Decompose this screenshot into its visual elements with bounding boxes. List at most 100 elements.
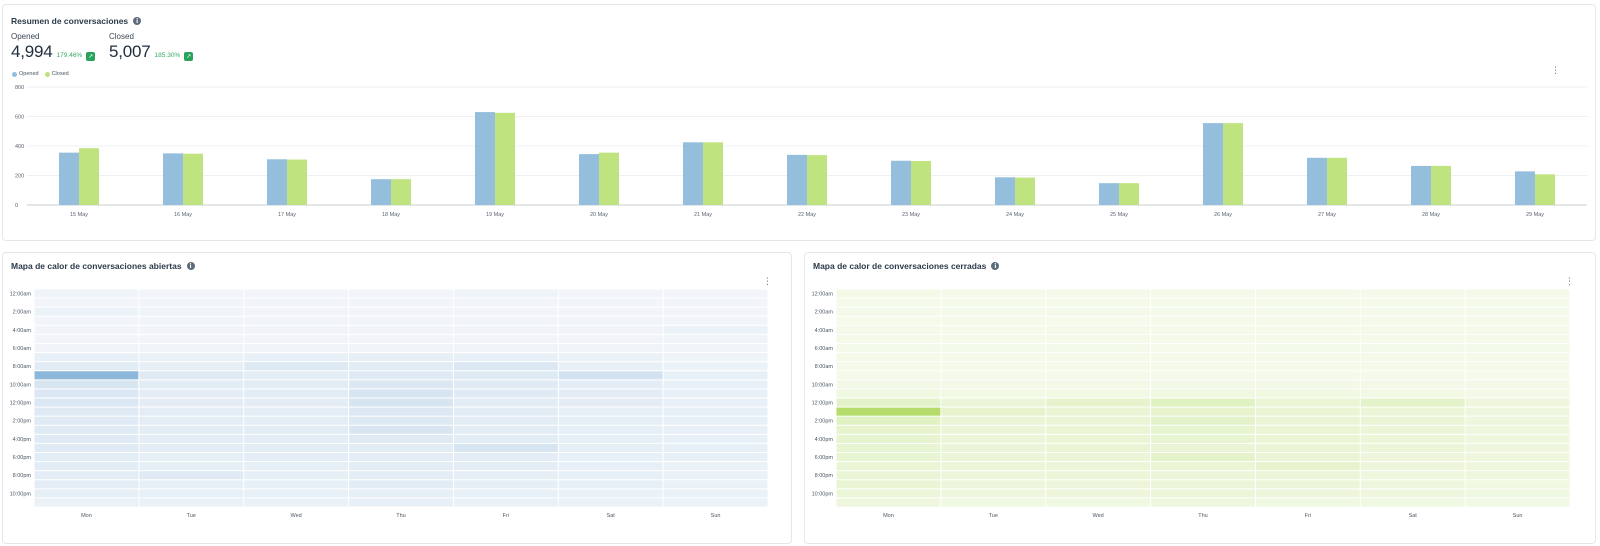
heatmap-cell (1151, 489, 1255, 498)
heatmap-cell (1255, 298, 1360, 307)
heatmap-cell (558, 480, 663, 489)
heatmap-cell (1255, 289, 1360, 298)
y-tick-label: 10:00am (10, 382, 32, 388)
heatmap-cell (1046, 462, 1151, 471)
heatmap-cell (244, 307, 349, 316)
chart-menu-icon[interactable]: ⋮ (1551, 66, 1560, 76)
bar-opened (59, 152, 79, 205)
heatmap-cell (139, 498, 244, 507)
heatmap-cell (1255, 380, 1360, 389)
heatmap-cell (941, 289, 1046, 298)
heatmap-cell (1360, 498, 1465, 507)
heatmap-cell (1360, 380, 1465, 389)
heatmap-cell (244, 389, 349, 398)
bar-closed (287, 159, 307, 205)
y-tick-label: 8:00pm (815, 473, 834, 479)
heatmap-cell (34, 480, 139, 489)
y-tick-label: 800 (15, 85, 24, 91)
heatmap-closed: 12:00am 2:00am 4:00am 6:00am 8:00am 10:00am 12… (812, 289, 1570, 519)
heatmap-cell (244, 362, 349, 371)
heatmap-cell (139, 462, 244, 471)
heatmap-cell (1465, 344, 1570, 353)
heatmap-cell (663, 498, 768, 507)
legend-item-closed[interactable]: Closed (44, 71, 69, 77)
legend-item-opened[interactable]: Opened (12, 71, 39, 77)
heatmap-cell (1151, 380, 1255, 389)
info-icon[interactable]: i (186, 262, 195, 270)
heatmap-cell (244, 407, 349, 416)
heatmap-cell (558, 443, 663, 452)
bar-opened (1203, 123, 1223, 205)
heatmap-cell (836, 480, 941, 489)
heatmap-cell (941, 344, 1046, 353)
heatmap-cell (139, 480, 244, 489)
heatmap-cell (836, 498, 941, 507)
heatmap-cell (663, 398, 768, 407)
heatmap-cell (663, 362, 768, 371)
heatmap-cell (558, 380, 663, 389)
heatmap-cell (1046, 434, 1151, 443)
chart-menu-icon[interactable]: ⋮ (1565, 277, 1574, 287)
heatmap-cell (244, 443, 349, 452)
heatmap-cell (139, 425, 244, 434)
heatmap-cell (941, 498, 1046, 507)
heatmap-cell (558, 425, 663, 434)
heatmap-cell (1255, 362, 1360, 371)
heatmap-cell (1465, 362, 1570, 371)
heatmap-cell (453, 443, 558, 452)
heatmap-cell (139, 334, 244, 343)
heatmap-cell (34, 389, 139, 398)
heatmap-cell (453, 380, 558, 389)
metric-change-percent: 179.46% (56, 52, 83, 59)
heatmap-cell (139, 389, 244, 398)
heatmap-cell (1151, 462, 1255, 471)
heatmap-cell (1360, 307, 1465, 316)
y-tick-label: 2:00am (13, 310, 32, 316)
y-tick-label: 8:00pm (13, 473, 32, 479)
heatmap-cell (941, 434, 1046, 443)
heatmap-cell (836, 316, 941, 325)
heatmap-cell (558, 307, 663, 316)
heatmap-cell (34, 407, 139, 416)
heatmap-cell (1046, 316, 1151, 325)
heatmap-cell (941, 380, 1046, 389)
heatmap-cell (1255, 480, 1360, 489)
info-icon[interactable]: i (133, 17, 142, 25)
heatmap-cell (1046, 325, 1151, 334)
heatmap-cell (1151, 425, 1255, 434)
heatmap-cell (349, 498, 453, 507)
info-icon[interactable]: i (991, 262, 1000, 270)
heatmap-cell (1360, 316, 1465, 325)
heatmap-cell (1360, 425, 1465, 434)
heatmap-cell (1046, 471, 1151, 480)
heatmap-cell (1465, 398, 1570, 407)
heatmap-cell (1255, 489, 1360, 498)
heatmap-cell (139, 443, 244, 452)
y-tick-label: 0 (15, 203, 18, 209)
heatmap-cell (1465, 307, 1570, 316)
heatmap-cell (244, 353, 349, 362)
chart-menu-icon[interactable]: ⋮ (763, 277, 772, 287)
heatmap-cell (941, 353, 1046, 362)
heatmap-cell (558, 389, 663, 398)
heatmap-cell (1255, 471, 1360, 480)
heatmap-cell (1465, 380, 1570, 389)
heatmap-cell (349, 471, 453, 480)
x-tick-label: Mon (81, 513, 92, 519)
x-tick-label: Wed (291, 513, 302, 519)
x-tick-label: Fri (503, 513, 509, 519)
x-tick-label: 22 May (798, 212, 816, 218)
heatmap-cell (663, 425, 768, 434)
heatmap-cell (558, 362, 663, 371)
heatmap-cell (34, 334, 139, 343)
heatmap-cell (1151, 407, 1255, 416)
heatmap-cell (1151, 471, 1255, 480)
heatmap-cell (139, 398, 244, 407)
y-tick-label: 8:00am (815, 364, 834, 370)
heatmap-cell (1046, 371, 1151, 380)
bar-closed (807, 155, 827, 205)
y-tick-label: 4:00am (815, 328, 834, 334)
heatmap-cell (244, 334, 349, 343)
bar-chart: 0 200 400 600 800 15 May 16 May 17 May 18 May 19 … (15, 85, 1587, 218)
heatmap-cell (941, 425, 1046, 434)
